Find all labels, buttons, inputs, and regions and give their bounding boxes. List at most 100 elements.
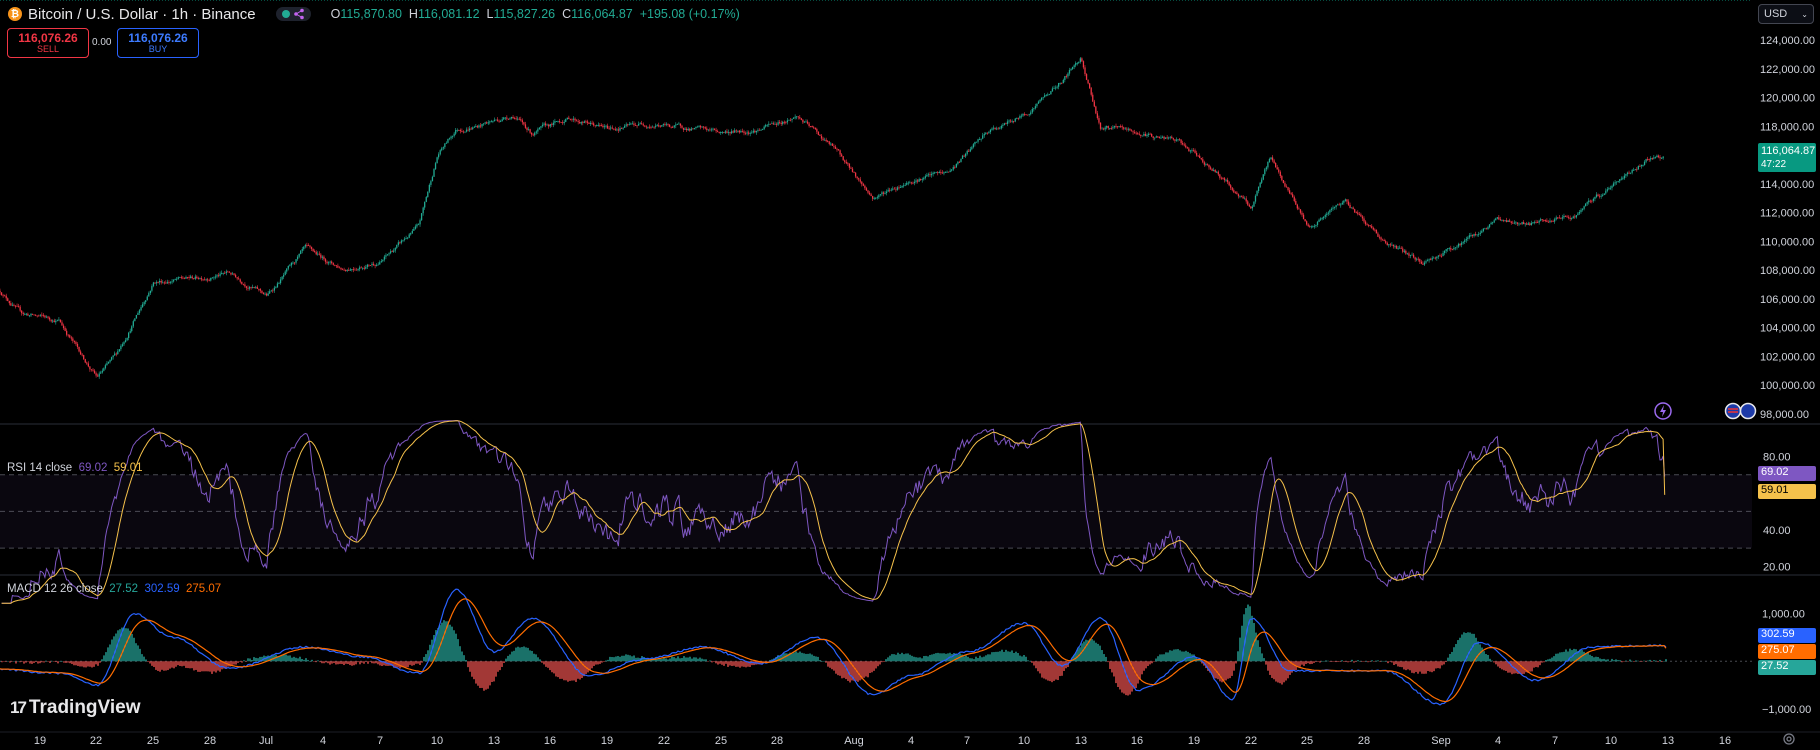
time-axis-label: 4	[320, 735, 326, 747]
macd-histogram-bar	[1093, 640, 1095, 662]
candle-body	[978, 139, 981, 140]
macd-histogram-bar	[887, 657, 889, 662]
macd-histogram-bar	[499, 661, 501, 671]
candle-body	[1419, 259, 1421, 262]
macd-histogram-bar	[481, 661, 483, 688]
symbol-header[interactable]: ₿ Bitcoin / U.S. Dollar · 1h · Binance O…	[8, 4, 740, 24]
candle-body	[557, 121, 559, 122]
macd-histogram-bar	[969, 658, 971, 662]
macd-histogram-bar	[1019, 655, 1021, 662]
macd-histogram-bar	[513, 650, 515, 662]
candle-body	[112, 355, 114, 358]
candle-body	[360, 267, 362, 269]
macd-histogram-bar	[607, 659, 609, 662]
candle-body	[1061, 82, 1063, 84]
candle-body	[985, 132, 987, 134]
candle-body	[1188, 148, 1190, 152]
candle-body	[864, 185, 866, 189]
candle-body	[628, 124, 630, 126]
candle-body	[1211, 168, 1213, 171]
rsi-ma-line	[1, 420, 1666, 604]
time-axis-label: 7	[377, 735, 383, 747]
candle-body	[875, 197, 877, 199]
candle-body	[481, 123, 483, 127]
candle-body	[410, 233, 412, 235]
macd-histogram-bar	[631, 656, 633, 662]
market-status-pill[interactable]	[275, 7, 311, 21]
candle-body	[317, 253, 319, 255]
macd-histogram-bar	[419, 661, 421, 665]
candle-body	[315, 252, 317, 255]
lightning-event-icon[interactable]	[1652, 402, 1674, 420]
candle-body	[796, 116, 798, 118]
candle-body	[1013, 121, 1015, 122]
candle-body	[949, 170, 951, 173]
current-price-value: 116,064.87	[1761, 145, 1816, 157]
macd-histogram-bar	[231, 661, 233, 665]
macd-histogram-bar	[1133, 661, 1135, 689]
macd-histogram-bar	[801, 652, 803, 662]
candle-body	[765, 125, 767, 127]
candle-body	[33, 314, 35, 316]
macd-histogram-bar	[447, 621, 449, 662]
sell-button[interactable]: 116,076.26 SELL	[7, 28, 89, 58]
candle-body	[827, 141, 829, 142]
time-axis-label: 7	[964, 735, 970, 747]
candle-body	[1399, 247, 1401, 249]
macd-histogram-bar	[385, 661, 387, 666]
currency-selector[interactable]: USD ⌄	[1758, 4, 1814, 24]
candle-body	[771, 123, 773, 125]
candle-body	[845, 161, 847, 164]
macd-histogram-bar	[995, 651, 997, 662]
us-flag-event-icon[interactable]	[1724, 402, 1760, 420]
candle-body	[292, 262, 294, 264]
candle-body	[1161, 136, 1164, 138]
macd-histogram-bar	[23, 661, 25, 664]
macd-histogram-bar	[523, 646, 525, 662]
macd-histogram-bar	[1505, 661, 1507, 671]
candle-body	[1009, 120, 1012, 122]
macd-histogram-bar	[835, 661, 837, 674]
settings-gear-icon[interactable]	[1782, 732, 1796, 746]
candle-body	[214, 276, 217, 278]
candle-body	[1447, 248, 1449, 250]
candle-body	[455, 130, 457, 134]
macd-histogram-bar	[213, 661, 215, 672]
candle-body	[1488, 224, 1491, 228]
macd-histogram-bar	[943, 653, 945, 662]
macd-histogram-bar	[1267, 661, 1269, 671]
candle-body	[362, 267, 364, 269]
macd-histogram-bar	[717, 661, 719, 665]
candle-body	[1149, 133, 1151, 135]
macd-histogram-bar	[1165, 652, 1167, 662]
symbol-title[interactable]: Bitcoin / U.S. Dollar · 1h · Binance	[28, 5, 256, 23]
macd-histogram-bar	[769, 659, 771, 662]
macd-histogram-bar	[325, 661, 327, 663]
macd-histogram-bar	[355, 661, 357, 665]
macd-histogram-bar	[1161, 654, 1163, 662]
time-axis-label: 13	[488, 735, 500, 747]
tradingview-logo[interactable]: 17 TradingView	[10, 697, 141, 719]
candle-body	[704, 127, 706, 129]
candle-body	[1242, 196, 1244, 199]
candle-body	[1549, 220, 1551, 223]
candle-body	[95, 373, 97, 376]
macd-legend[interactable]: MACD 12 26 close 27.52 302.59 275.07	[7, 583, 221, 595]
candle-body	[889, 189, 891, 191]
macd-histogram-bar	[439, 625, 441, 662]
rsi-legend[interactable]: RSI 14 close 69.02 59.01	[7, 462, 143, 474]
candle-body	[1327, 212, 1329, 214]
candle-body	[630, 123, 632, 125]
candle-body	[7, 298, 9, 302]
buy-button[interactable]: 116,076.26 BUY	[117, 28, 199, 58]
macd-histogram-bar	[1393, 661, 1395, 665]
candle-body	[126, 337, 128, 341]
candle-body	[493, 119, 496, 122]
macd-histogram-bar	[1511, 661, 1513, 675]
candle-body	[597, 124, 599, 126]
macd-histogram-bar	[331, 661, 333, 664]
macd-histogram-bar	[365, 661, 367, 662]
candle-body	[1430, 259, 1432, 261]
candle-body	[241, 281, 243, 284]
